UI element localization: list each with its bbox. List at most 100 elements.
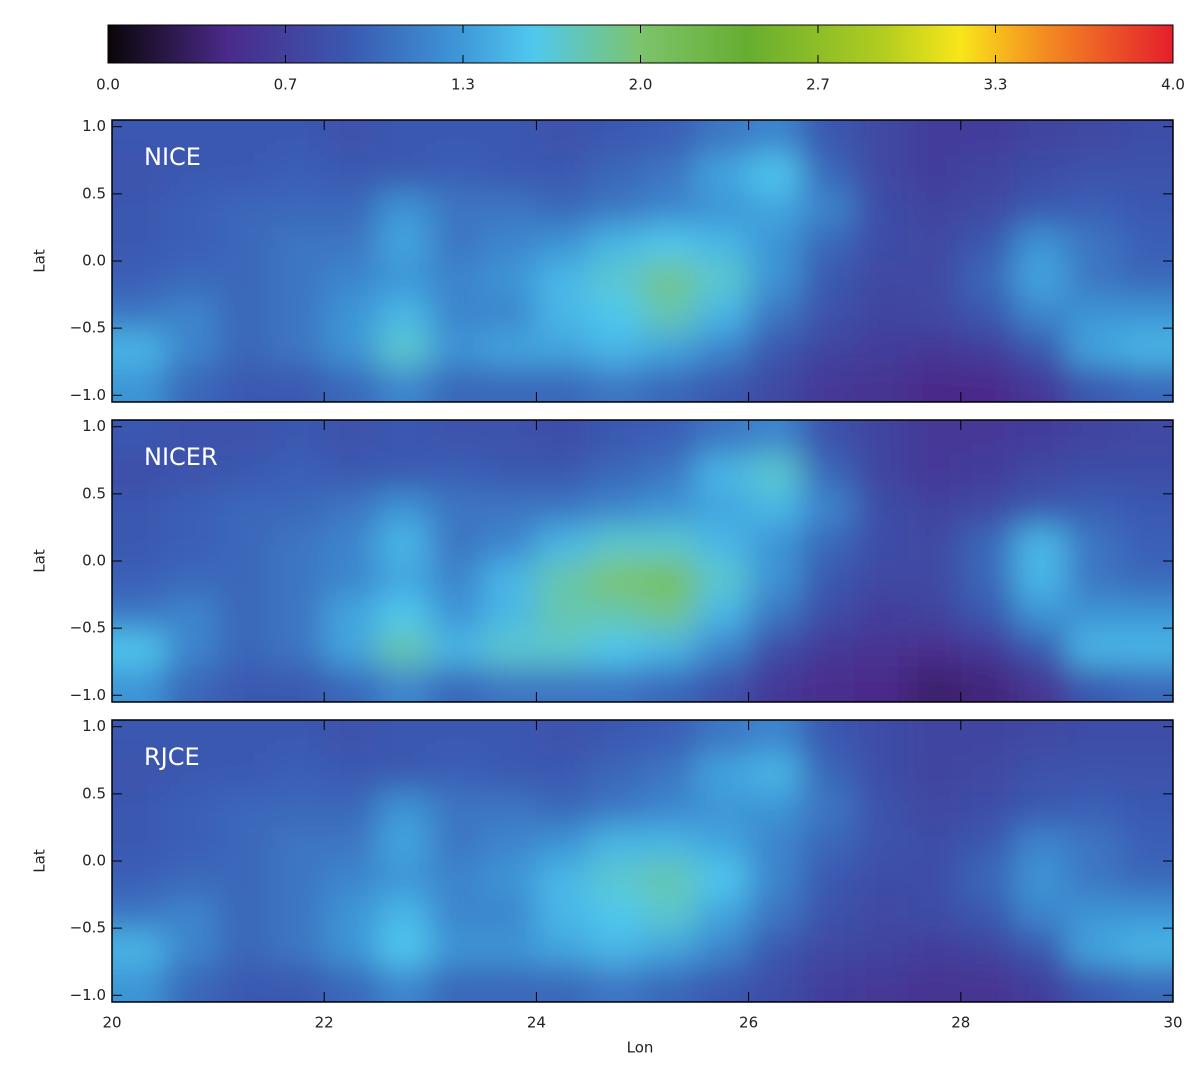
heatmap-cell bbox=[165, 190, 219, 227]
panel-label: NICER bbox=[144, 443, 218, 471]
heatmap-cell bbox=[218, 155, 272, 191]
heatmap-cell bbox=[1013, 190, 1068, 227]
heatmap-cell bbox=[377, 261, 431, 297]
heatmap-cell bbox=[960, 455, 1015, 491]
heatmap-cell bbox=[589, 120, 643, 156]
heatmap-cell bbox=[748, 966, 803, 1002]
heatmap-cell bbox=[483, 155, 537, 191]
heatmap-cell bbox=[165, 825, 219, 862]
y-axis-label: Lat bbox=[31, 849, 49, 873]
heatmap-cell bbox=[907, 825, 962, 862]
heatmap-cell bbox=[589, 225, 643, 262]
y-tick-label: −0.5 bbox=[70, 919, 106, 937]
heatmap-cell bbox=[748, 896, 803, 932]
heatmap-cell bbox=[218, 790, 272, 827]
heatmap-cell bbox=[960, 720, 1015, 756]
heatmap-cell bbox=[960, 261, 1015, 297]
x-tick-label: 20 bbox=[102, 1014, 121, 1032]
heatmap-cell bbox=[748, 631, 803, 668]
heatmap-cell bbox=[748, 190, 803, 227]
heatmap-cell bbox=[907, 366, 962, 402]
heatmap-cell bbox=[483, 631, 537, 668]
heatmap-cell bbox=[960, 296, 1015, 332]
heatmap-cell bbox=[483, 120, 537, 156]
heatmap-cell bbox=[218, 755, 272, 791]
heatmap-cell bbox=[642, 420, 697, 456]
heatmap-cell bbox=[536, 966, 590, 1002]
heatmap-cell bbox=[642, 261, 697, 297]
heatmap-cell bbox=[801, 931, 856, 968]
heatmap-cell bbox=[801, 190, 856, 227]
heatmap-cell bbox=[1013, 561, 1068, 597]
heatmap-cell bbox=[1119, 825, 1173, 862]
heatmap-cell bbox=[695, 366, 750, 402]
heatmap-cell bbox=[801, 120, 856, 156]
heatmap-cell bbox=[324, 420, 378, 456]
heatmap-cell bbox=[960, 190, 1015, 227]
heatmap-cell bbox=[801, 296, 856, 332]
heatmap-cell bbox=[112, 366, 166, 402]
heatmap-cell bbox=[1013, 120, 1068, 156]
heatmap-cell bbox=[1013, 366, 1068, 402]
heatmap-cell bbox=[483, 296, 537, 332]
heatmap-cell bbox=[907, 596, 962, 632]
y-axis-label: Lat bbox=[31, 249, 49, 273]
heatmap-cell bbox=[1013, 296, 1068, 332]
heatmap-cell bbox=[854, 931, 909, 968]
heatmap-cell bbox=[748, 931, 803, 968]
heatmap-cell bbox=[589, 525, 643, 562]
heatmap-cell bbox=[483, 225, 537, 262]
heatmap-cell bbox=[748, 525, 803, 562]
heatmap-cell bbox=[1066, 225, 1121, 262]
heatmap-cell bbox=[695, 755, 750, 791]
heatmap-cell bbox=[165, 666, 219, 702]
heatmap-cell bbox=[324, 120, 378, 156]
heatmap-cell bbox=[695, 596, 750, 632]
heatmap-cell bbox=[907, 455, 962, 491]
heatmap-cell bbox=[165, 720, 219, 756]
heatmap-cell bbox=[695, 261, 750, 297]
heatmap-cell bbox=[589, 896, 643, 932]
heatmap-cell bbox=[801, 490, 856, 527]
heatmap-cell bbox=[1013, 225, 1068, 262]
heatmap-cell bbox=[748, 120, 803, 156]
heatmap-cell bbox=[271, 790, 325, 827]
heatmap-cell bbox=[165, 931, 219, 968]
heatmap-cell bbox=[854, 261, 909, 297]
heatmap-cell bbox=[483, 525, 537, 562]
heatmap-cell bbox=[112, 861, 166, 897]
heatmap-cell bbox=[642, 966, 697, 1002]
heatmap-cell bbox=[589, 261, 643, 297]
heatmap-cell bbox=[165, 261, 219, 297]
heatmap-cell bbox=[271, 755, 325, 791]
heatmap-cell bbox=[218, 296, 272, 332]
heatmap-cell bbox=[377, 720, 431, 756]
heatmap-cell bbox=[907, 261, 962, 297]
heatmap-cell bbox=[165, 455, 219, 491]
heatmap-cell bbox=[218, 825, 272, 862]
heatmap-cell bbox=[324, 561, 378, 597]
heatmap-cell bbox=[112, 666, 166, 702]
heatmap-cell bbox=[430, 790, 484, 827]
heatmap-cell bbox=[907, 861, 962, 897]
colorbar-tick-label: 0.7 bbox=[274, 76, 298, 94]
heatmap-cell bbox=[165, 561, 219, 597]
heatmap-cell bbox=[271, 366, 325, 402]
heatmap-cell bbox=[165, 155, 219, 191]
heatmap-cell bbox=[960, 631, 1015, 668]
heatmap-cell bbox=[642, 825, 697, 862]
heatmap-cell bbox=[271, 861, 325, 897]
heatmap-cell bbox=[748, 225, 803, 262]
y-axis-label: Lat bbox=[31, 549, 49, 573]
heatmap-cell bbox=[112, 631, 166, 668]
heatmap-cell bbox=[324, 261, 378, 297]
heatmap-cell bbox=[801, 366, 856, 402]
heatmap-cell bbox=[854, 420, 909, 456]
heatmap-cell bbox=[218, 331, 272, 368]
heatmap-cell bbox=[165, 490, 219, 527]
heatmap-cell bbox=[218, 896, 272, 932]
heatmap-cell bbox=[536, 561, 590, 597]
heatmap-cell bbox=[1119, 155, 1173, 191]
heatmap-cell bbox=[536, 225, 590, 262]
